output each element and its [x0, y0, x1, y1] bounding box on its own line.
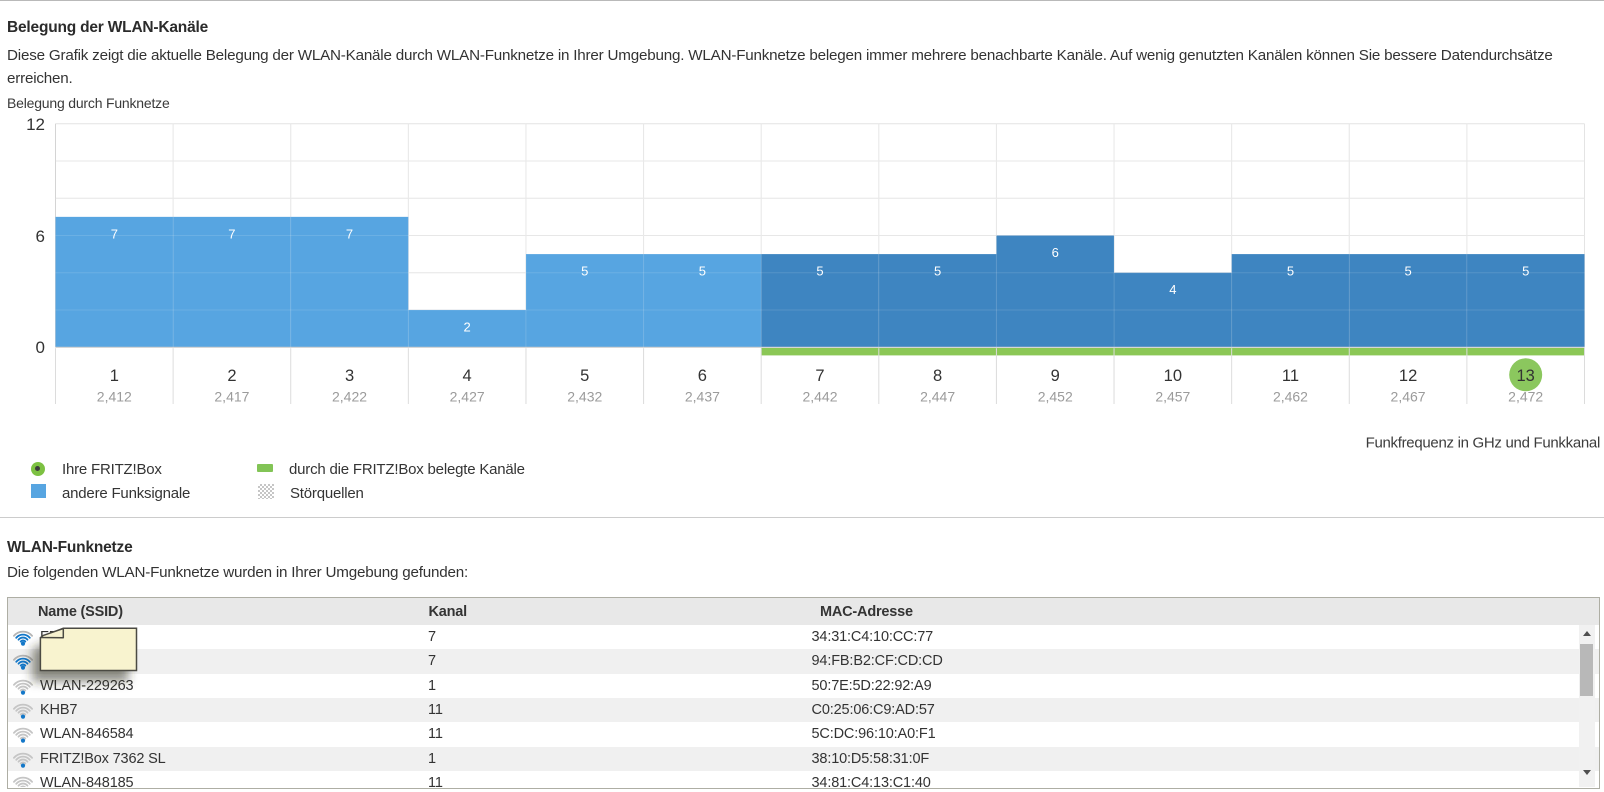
svg-text:10: 10: [1164, 367, 1182, 385]
svg-text:2,467: 2,467: [1391, 389, 1426, 405]
svg-text:5: 5: [699, 264, 706, 279]
svg-text:2,442: 2,442: [802, 389, 837, 405]
svg-text:6: 6: [1052, 245, 1059, 260]
svg-text:2,432: 2,432: [567, 389, 602, 405]
svg-text:2,472: 2,472: [1508, 389, 1543, 405]
svg-text:2,412: 2,412: [97, 389, 132, 405]
svg-text:5: 5: [1522, 264, 1529, 279]
svg-text:6: 6: [36, 227, 45, 246]
svg-text:2,447: 2,447: [920, 389, 955, 405]
svg-text:7: 7: [228, 226, 235, 241]
svg-text:2,437: 2,437: [685, 389, 720, 405]
svg-text:4: 4: [463, 367, 472, 385]
svg-text:5: 5: [580, 367, 589, 385]
svg-text:7: 7: [111, 226, 118, 241]
svg-text:5: 5: [816, 264, 823, 279]
svg-text:12: 12: [1399, 367, 1417, 385]
svg-text:0: 0: [36, 338, 45, 357]
svg-text:2,462: 2,462: [1273, 389, 1308, 405]
svg-text:7: 7: [346, 226, 353, 241]
svg-text:12: 12: [26, 115, 45, 134]
svg-text:11: 11: [1282, 367, 1299, 385]
svg-text:6: 6: [698, 367, 707, 385]
svg-text:2,452: 2,452: [1038, 389, 1073, 405]
svg-text:5: 5: [581, 264, 588, 279]
svg-text:5: 5: [1287, 264, 1294, 279]
svg-text:2,457: 2,457: [1155, 389, 1190, 405]
svg-text:13: 13: [1517, 367, 1535, 385]
svg-text:5: 5: [1404, 264, 1411, 279]
svg-text:Funkfrequenz in GHz und Funkka: Funkfrequenz in GHz und Funkkanal: [1366, 435, 1600, 452]
svg-text:2,427: 2,427: [450, 389, 485, 405]
svg-text:9: 9: [1051, 367, 1060, 385]
svg-text:3: 3: [345, 367, 354, 385]
svg-text:5: 5: [934, 264, 941, 279]
svg-text:2: 2: [464, 319, 471, 334]
svg-text:2,422: 2,422: [332, 389, 367, 405]
svg-text:4: 4: [1169, 282, 1176, 297]
svg-text:7: 7: [815, 367, 824, 385]
svg-text:8: 8: [933, 367, 942, 385]
svg-text:2: 2: [227, 367, 236, 385]
svg-text:2,417: 2,417: [214, 389, 249, 405]
svg-text:1: 1: [110, 367, 119, 385]
